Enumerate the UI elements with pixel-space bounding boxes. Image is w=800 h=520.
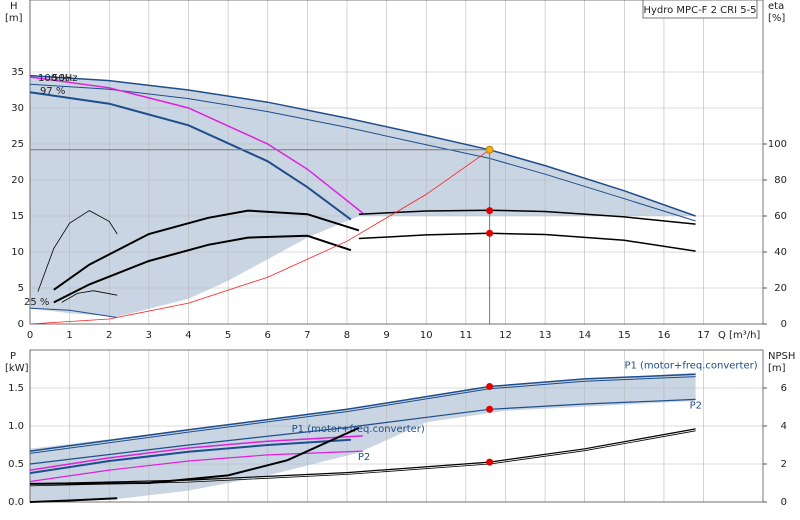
curve: [37, 210, 118, 292]
curve: [29, 74, 696, 217]
y-axis-label: P: [10, 351, 16, 362]
y2-tick-label: 40: [774, 247, 787, 258]
y-tick-label: 1.0: [8, 421, 24, 432]
duty-point: [486, 382, 494, 390]
y-tick-label: 10: [11, 247, 24, 258]
x-tick-label: 12: [499, 330, 512, 341]
curve: [53, 209, 360, 291]
curve-label: P2: [358, 452, 370, 463]
curve: [358, 209, 696, 225]
y2-tick-label: 80: [774, 175, 787, 186]
x-tick-label: 2: [106, 330, 112, 341]
x-tick-label: 0: [27, 330, 33, 341]
y-tick-label: 0: [18, 319, 24, 330]
x-tick-label: 17: [697, 330, 710, 341]
y2-tick-label: 4: [781, 421, 787, 432]
curve: [29, 438, 351, 475]
y-tick-label: 20: [11, 175, 24, 186]
y2-axis-unit: [m]: [768, 363, 786, 374]
y2-tick-label: 0: [781, 497, 787, 508]
curve: [358, 232, 696, 252]
annotation: 97 %: [40, 86, 65, 97]
x-tick-label: 4: [185, 330, 191, 341]
x-tick-label: 5: [225, 330, 231, 341]
y-axis-label: H: [10, 1, 18, 12]
annotation: 100 %: [38, 73, 70, 84]
annotation: 50Hz: [52, 73, 78, 84]
curve: [29, 307, 118, 318]
curve: [29, 83, 696, 222]
x-tick-label: 16: [658, 330, 671, 341]
y-tick-label: 5: [18, 283, 24, 294]
curve: [29, 435, 363, 471]
y2-tick-label: 0: [781, 319, 787, 330]
y-tick-label: 25: [11, 139, 24, 150]
y2-axis-label: eta: [768, 1, 784, 12]
operating-area: [30, 75, 696, 317]
curve: [29, 76, 364, 214]
chart-title: Hydro MPC-F 2 CRI 5-5: [643, 5, 756, 16]
y2-tick-label: 20: [774, 283, 787, 294]
curve: [29, 91, 352, 221]
y2-tick-label: 60: [774, 211, 787, 222]
y-tick-label: 1.5: [8, 383, 24, 394]
duty-point: [485, 145, 494, 154]
y2-axis-unit: [%]: [768, 13, 785, 24]
curve: [61, 290, 118, 303]
x-tick-label: 13: [539, 330, 552, 341]
duty-point: [486, 207, 494, 215]
duty-point: [486, 405, 494, 413]
x-tick-label: 10: [420, 330, 433, 341]
y-tick-label: 30: [11, 103, 24, 114]
duty-point: [486, 229, 494, 237]
title-box: [642, 0, 758, 19]
y2-tick-label: 100: [768, 139, 787, 150]
curve: [53, 234, 352, 304]
curve: [29, 450, 363, 483]
curve: [29, 398, 696, 465]
curve: [29, 426, 360, 485]
x-tick-label: 1: [66, 330, 72, 341]
curve-label: P1 (motor+freq.converter): [292, 424, 425, 435]
y2-tick-label: 2: [781, 459, 787, 470]
plot-frame: [29, 0, 764, 325]
duty-point: [486, 458, 494, 466]
curve: [29, 376, 696, 454]
curve-label: P2: [690, 400, 702, 411]
x-tick-label: 15: [618, 330, 631, 341]
curve-label: P1 (motor+freq.converter): [624, 360, 757, 371]
x-tick-label: 8: [344, 330, 350, 341]
y2-axis-label: NPSH: [768, 351, 795, 362]
x-tick-label: 7: [304, 330, 310, 341]
curve: [29, 373, 696, 452]
y-tick-label: 15: [11, 211, 24, 222]
y2-tick-label: 6: [781, 383, 787, 394]
y-axis-unit: [m]: [5, 13, 23, 24]
x-axis-label: Q [m³/h]: [718, 330, 760, 341]
x-tick-label: 6: [265, 330, 271, 341]
x-tick-label: 9: [383, 330, 389, 341]
curve: [29, 149, 490, 325]
annotation: 25 %: [24, 297, 49, 308]
y-axis-unit: [kW]: [5, 363, 29, 374]
x-tick-label: 14: [578, 330, 591, 341]
x-tick-label: 3: [146, 330, 152, 341]
y-tick-label: 35: [11, 67, 24, 78]
x-tick-label: 11: [459, 330, 472, 341]
y-tick-label: 0.0: [8, 497, 24, 508]
curve: [29, 497, 118, 503]
y-tick-label: 0.5: [8, 459, 24, 470]
